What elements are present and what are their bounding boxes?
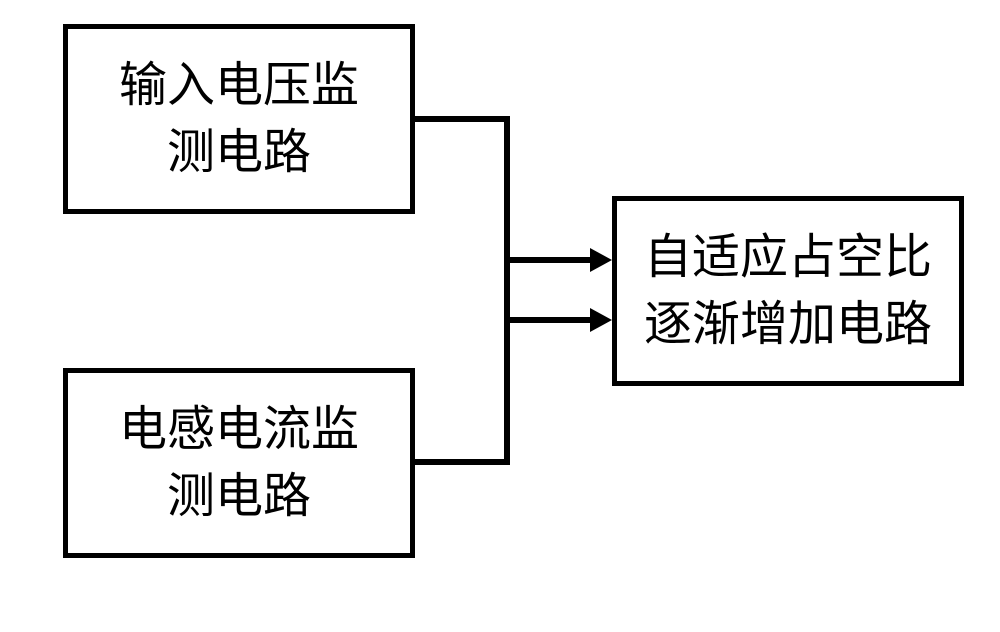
connector-vertical-bus xyxy=(504,116,510,465)
inductor-current-monitor-box: 电感电流监 测电路 xyxy=(63,368,415,558)
connector-arrow-bottom-shaft xyxy=(504,317,594,323)
adaptive-duty-cycle-box: 自适应占空比 逐渐增加电路 xyxy=(612,196,964,386)
arrow-bottom-icon xyxy=(590,308,612,332)
adaptive-duty-cycle-label: 自适应占空比 逐渐增加电路 xyxy=(644,224,932,358)
input-voltage-monitor-box: 输入电压监 测电路 xyxy=(63,24,415,214)
connector-bottom-horizontal xyxy=(415,459,510,465)
input-voltage-monitor-label: 输入电压监 测电路 xyxy=(119,52,359,186)
inductor-current-monitor-label: 电感电流监 测电路 xyxy=(119,396,359,530)
connector-arrow-top-shaft xyxy=(504,257,594,263)
arrow-top-icon xyxy=(590,248,612,272)
connector-top-horizontal xyxy=(415,116,510,122)
